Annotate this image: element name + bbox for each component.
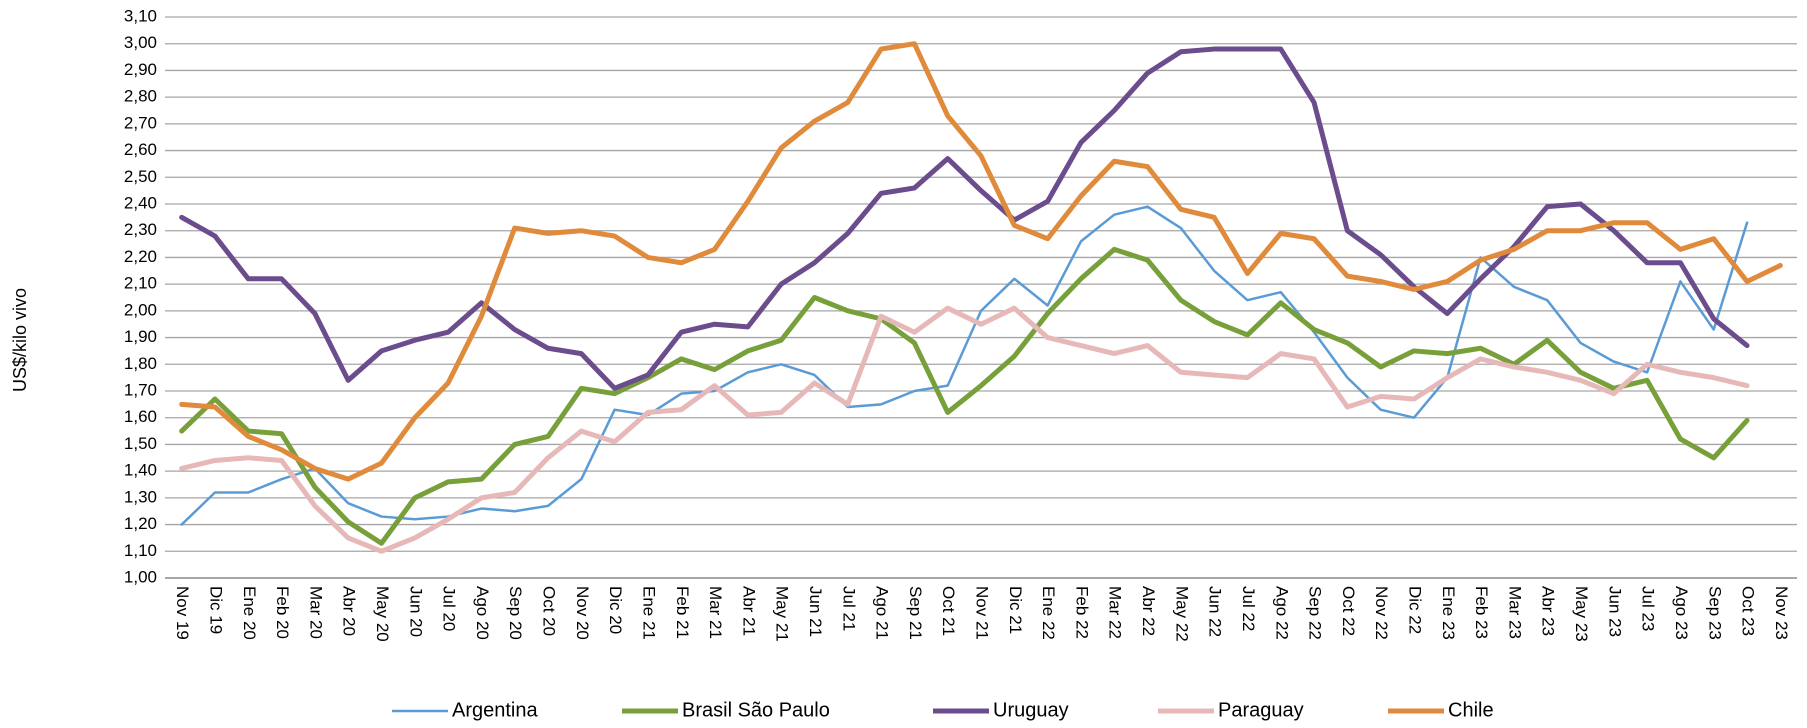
x-tick-label: Nov 22: [1372, 586, 1391, 640]
x-tick-label: Feb 21: [673, 586, 692, 639]
x-tick-label: Nov 21: [973, 586, 992, 640]
x-tick-label: Jun 22: [1206, 586, 1225, 637]
x-tick-label: May 20: [373, 586, 392, 642]
y-tick-label: 3,10: [124, 6, 157, 25]
series-line: [179, 305, 1750, 554]
y-tick-label: 1,50: [124, 434, 157, 453]
x-tick-label: Ene 20: [240, 586, 259, 640]
x-tick-label: Sep 21: [906, 586, 925, 640]
x-tick-label: Nov 19: [173, 586, 192, 640]
legend-label: Chile: [1448, 699, 1494, 721]
x-tick-label: Dic 21: [1006, 586, 1025, 634]
legend-label: Paraguay: [1218, 699, 1304, 721]
x-tick-label: Abr 21: [739, 586, 758, 636]
x-tick-label: Nov 20: [573, 586, 592, 640]
y-tick-label: 1,20: [124, 514, 157, 533]
x-tick-label: Mar 22: [1106, 586, 1125, 639]
x-tick-label: Ene 22: [1039, 586, 1058, 640]
x-tick-label: Oct 23: [1739, 586, 1758, 636]
y-tick-label: 2,20: [124, 247, 157, 266]
series-line: [179, 246, 1750, 546]
x-tick-label: Ene 23: [1439, 586, 1458, 640]
x-tick-label: Jun 23: [1605, 586, 1624, 637]
x-tick-label: Feb 22: [1072, 586, 1091, 639]
x-tick-label: May 22: [1172, 586, 1191, 642]
series-line: [179, 46, 1750, 391]
legend-label: Brasil São Paulo: [682, 699, 830, 721]
y-tick-label: 2,60: [124, 140, 157, 159]
y-tick-label: 1,80: [124, 354, 157, 373]
y-tick-label: 1,70: [124, 380, 157, 399]
x-tick-label: Feb 20: [273, 586, 292, 639]
x-tick-label: Jul 23: [1639, 586, 1658, 631]
x-tick-label: Feb 23: [1472, 586, 1491, 639]
x-tick-label: Oct 21: [939, 586, 958, 636]
x-tick-label: Dic 22: [1405, 586, 1424, 634]
x-tick-label: Dic 19: [206, 586, 225, 634]
y-tick-label: 3,00: [124, 33, 157, 52]
x-tick-label: Ago 20: [473, 586, 492, 640]
series-line: [179, 41, 1783, 482]
y-tick-label: 1,10: [124, 541, 157, 560]
y-tick-label: 2,40: [124, 193, 157, 212]
legend-label: Argentina: [452, 699, 538, 721]
x-tick-label: Abr 20: [340, 586, 359, 636]
y-tick-label: 2,10: [124, 274, 157, 293]
x-tick-label: Jul 22: [1239, 586, 1258, 631]
x-tick-label: Mar 21: [706, 586, 725, 639]
x-tick-label: Jul 20: [440, 586, 459, 631]
y-tick-label: 2,80: [124, 87, 157, 106]
x-tick-label: Jun 21: [806, 586, 825, 637]
y-tick-label: 2,00: [124, 300, 157, 319]
y-tick-label: 1,40: [124, 461, 157, 480]
x-tick-label: Ago 21: [873, 586, 892, 640]
x-tick-label: May 21: [773, 586, 792, 642]
y-tick-label: 2,90: [124, 60, 157, 79]
x-tick-label: Jun 20: [406, 586, 425, 637]
x-tick-label: Nov 23: [1772, 586, 1791, 640]
x-tick-label: Ene 21: [639, 586, 658, 640]
x-tick-label: Abr 23: [1539, 586, 1558, 636]
series-line: [180, 205, 1749, 526]
y-tick-label: 2,30: [124, 220, 157, 239]
x-tick-label: Oct 22: [1339, 586, 1358, 636]
x-tick-label: Ago 23: [1672, 586, 1691, 640]
x-tick-label: Dic 20: [606, 586, 625, 634]
y-tick-label: 1,00: [124, 567, 157, 586]
y-tick-label: 1,90: [124, 327, 157, 346]
x-tick-label: Sep 22: [1306, 586, 1325, 640]
y-tick-label: 1,60: [124, 407, 157, 426]
x-tick-label: Oct 20: [540, 586, 559, 636]
y-tick-label: 1,30: [124, 487, 157, 506]
y-tick-label: 2,50: [124, 167, 157, 186]
y-tick-label: 2,70: [124, 113, 157, 132]
x-tick-label: Ago 22: [1272, 586, 1291, 640]
x-tick-label: May 23: [1572, 586, 1591, 642]
x-tick-label: Mar 20: [306, 586, 325, 639]
x-tick-label: Jul 21: [839, 586, 858, 631]
y-axis-label: US$/kilo vivo: [10, 288, 30, 392]
x-tick-label: Mar 23: [1505, 586, 1524, 639]
x-tick-label: Sep 20: [506, 586, 525, 640]
x-tick-label: Abr 22: [1139, 586, 1158, 636]
legend-label: Uruguay: [993, 699, 1069, 721]
x-tick-label: Sep 23: [1705, 586, 1724, 640]
